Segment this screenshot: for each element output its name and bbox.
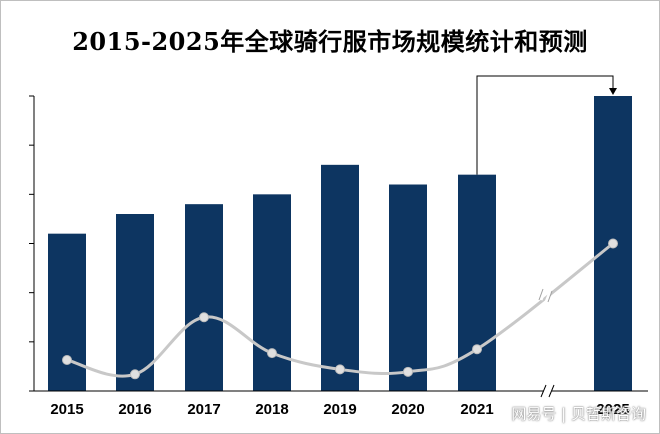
trend-line (66, 242, 614, 378)
line-point-2018 (267, 348, 277, 359)
line-break-mask (539, 289, 552, 303)
line-point-2017 (199, 312, 209, 323)
bar-2021 (458, 174, 496, 391)
x-axis-break (540, 384, 555, 398)
x-tick-label-2016: 2016 (118, 401, 151, 418)
line-point-2019 (335, 364, 345, 375)
x-tick-label-2021: 2021 (460, 401, 493, 418)
bar-2016 (116, 214, 154, 391)
annotation-arrowhead (609, 88, 617, 95)
bar-2019 (321, 164, 359, 391)
line-point-2021 (472, 344, 482, 355)
line-point-2025 (608, 238, 618, 249)
line-point-2015 (62, 355, 72, 366)
x-tick-label-2018: 2018 (255, 401, 288, 418)
x-tick-label-2025: 2025 (596, 401, 629, 418)
x-tick-label-2019: 2019 (323, 401, 356, 418)
bar-2017 (185, 204, 223, 391)
line-point-2016 (130, 369, 140, 380)
x-tick-label-2017: 2017 (187, 401, 220, 418)
watermark: 网易号 | 贝哲斯咨询 (511, 405, 646, 423)
bar-2018 (253, 194, 291, 391)
bar-2020 (389, 184, 427, 391)
x-tick-label-2015: 2015 (50, 401, 83, 418)
annotation-arrow (476, 75, 614, 175)
chart-title: 2015-2025年全球骑行服市场规模统计和预测 (72, 27, 588, 56)
bar-2015 (48, 233, 86, 391)
line-point-2020 (403, 366, 413, 377)
x-tick-label-2020: 2020 (391, 401, 424, 418)
line-break-mark (538, 288, 553, 303)
